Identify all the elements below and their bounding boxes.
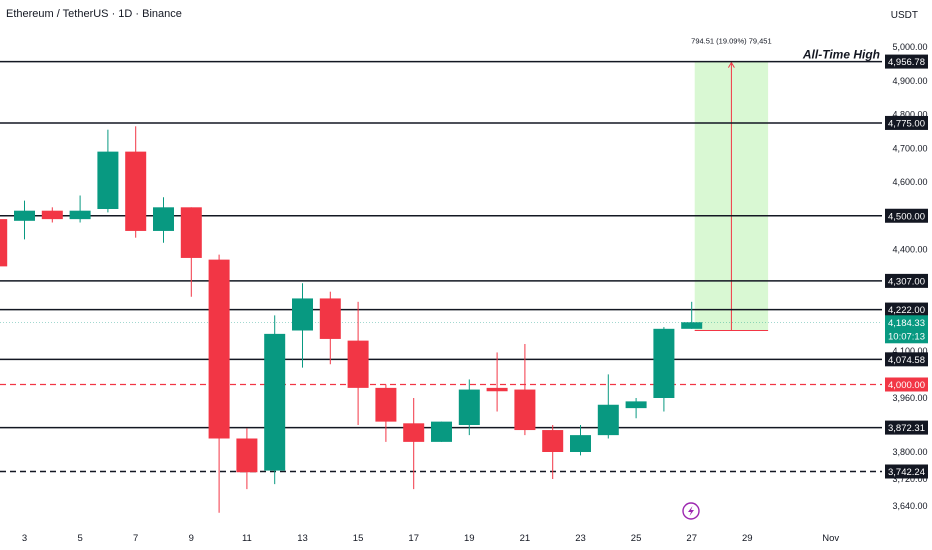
y-tick-6: 4,100.00 (892, 346, 927, 356)
level-label-bg-2 (885, 208, 928, 223)
candle-body-19 (514, 389, 536, 431)
level-label-bg-0 (885, 54, 928, 69)
level-label-5: 4,074.58 (888, 355, 925, 366)
candle-body-12 (319, 298, 341, 339)
level-label-bg-5 (885, 352, 928, 367)
level-label-bg-1 (885, 115, 928, 130)
candle-body-6 (153, 207, 174, 231)
level-label-8: 3,742.24 (888, 467, 925, 478)
price-labels-layer: 4,956.78 4,775.00 4,500.00 4,307.00 4,222.00… (885, 54, 928, 479)
candle-body-7 (180, 207, 202, 258)
x-tick-2: 7 (133, 533, 138, 544)
ath-annotation: All-Time High (802, 48, 880, 62)
current-price-countdown: 10:07:13 (888, 331, 925, 342)
level-lines-layer: All-Time High (0, 48, 882, 473)
level-label-1: 4,775.00 (888, 118, 925, 129)
x-tick-13: 29 (742, 533, 753, 544)
level-label-bg-6 (885, 377, 928, 392)
candle-body-14 (375, 387, 397, 422)
lightning-icon[interactable] (682, 502, 700, 520)
candle-body-23 (625, 401, 647, 409)
x-tick-5: 13 (297, 533, 308, 544)
y-tick-13: 4,800.00 (892, 110, 927, 120)
candle-body-11 (292, 298, 313, 331)
y-tick-15: 5,000.00 (892, 42, 927, 52)
candle-body-18 (486, 387, 508, 392)
current-price-label: 4,184.33 (888, 318, 925, 329)
candle-body-21 (570, 435, 591, 452)
candle-body-22 (597, 404, 619, 436)
candle-body-8 (208, 259, 230, 439)
x-tick-4: 11 (242, 533, 252, 544)
level-label-2: 4,500.00 (888, 211, 925, 222)
candle-body-24 (653, 328, 675, 398)
y-tick-12: 4,700.00 (892, 143, 927, 153)
y-tick-11: 4,600.00 (892, 177, 927, 187)
x-tick-9: 21 (520, 533, 531, 544)
x-tick-6: 15 (353, 533, 364, 544)
current-price-bg (885, 315, 928, 344)
level-label-4: 4,222.00 (888, 305, 925, 316)
candle-body-25 (681, 322, 703, 329)
candle-body-4 (97, 151, 119, 209)
y-tick-2: 3,800.00 (892, 447, 927, 457)
candle-body-0 (0, 219, 8, 267)
x-tick-14: Nov (822, 533, 839, 544)
y-tick-9: 4,400.00 (892, 245, 927, 255)
x-tick-0: 3 (22, 533, 27, 544)
candle-body-9 (236, 438, 258, 473)
x-tick-12: 27 (686, 533, 697, 544)
candles-layer (0, 126, 703, 513)
x-tick-8: 19 (464, 533, 475, 544)
level-label-3: 4,307.00 (888, 276, 925, 287)
x-tick-1: 5 (77, 533, 82, 544)
axes-layer: 3,640.003,720.003,800.003,880.003,960.00… (22, 42, 928, 544)
level-label-0: 4,956.78 (888, 57, 925, 68)
level-label-bg-3 (885, 273, 928, 288)
y-tick-14: 4,900.00 (892, 76, 927, 86)
level-label-bg-4 (885, 302, 928, 317)
candle-body-2 (41, 210, 63, 220)
chart-title: Ethereum / TetherUS · 1D · Binance (6, 8, 182, 20)
level-label-bg-7 (885, 420, 928, 435)
measure-arrowhead (727, 61, 735, 68)
currency-label: USDT (890, 10, 918, 21)
candle-body-13 (347, 340, 369, 388)
candle-body-5 (125, 151, 147, 231)
candle-body-16 (431, 421, 452, 442)
level-label-6: 4,000.00 (888, 380, 925, 391)
measure-label: 794.51 (19.09%) 79,451 (691, 37, 771, 46)
x-tick-10: 23 (575, 533, 586, 544)
x-tick-3: 9 (189, 533, 194, 544)
x-tick-7: 17 (408, 533, 419, 544)
candle-body-10 (264, 333, 286, 471)
candle-body-20 (542, 430, 564, 452)
candle-body-1 (14, 210, 35, 221)
y-tick-0: 3,640.00 (892, 501, 927, 511)
ath-zone-layer: 794.51 (19.09%) 79,451 (691, 37, 772, 331)
x-tick-11: 25 (631, 533, 642, 544)
candle-body-15 (403, 423, 425, 442)
y-tick-4: 3,960.00 (892, 393, 927, 403)
level-label-bg-8 (885, 464, 928, 479)
y-tick-1: 3,720.00 (892, 474, 927, 484)
candle-body-17 (458, 389, 480, 425)
candle-body-3 (69, 210, 91, 220)
level-label-7: 3,872.31 (888, 423, 925, 434)
